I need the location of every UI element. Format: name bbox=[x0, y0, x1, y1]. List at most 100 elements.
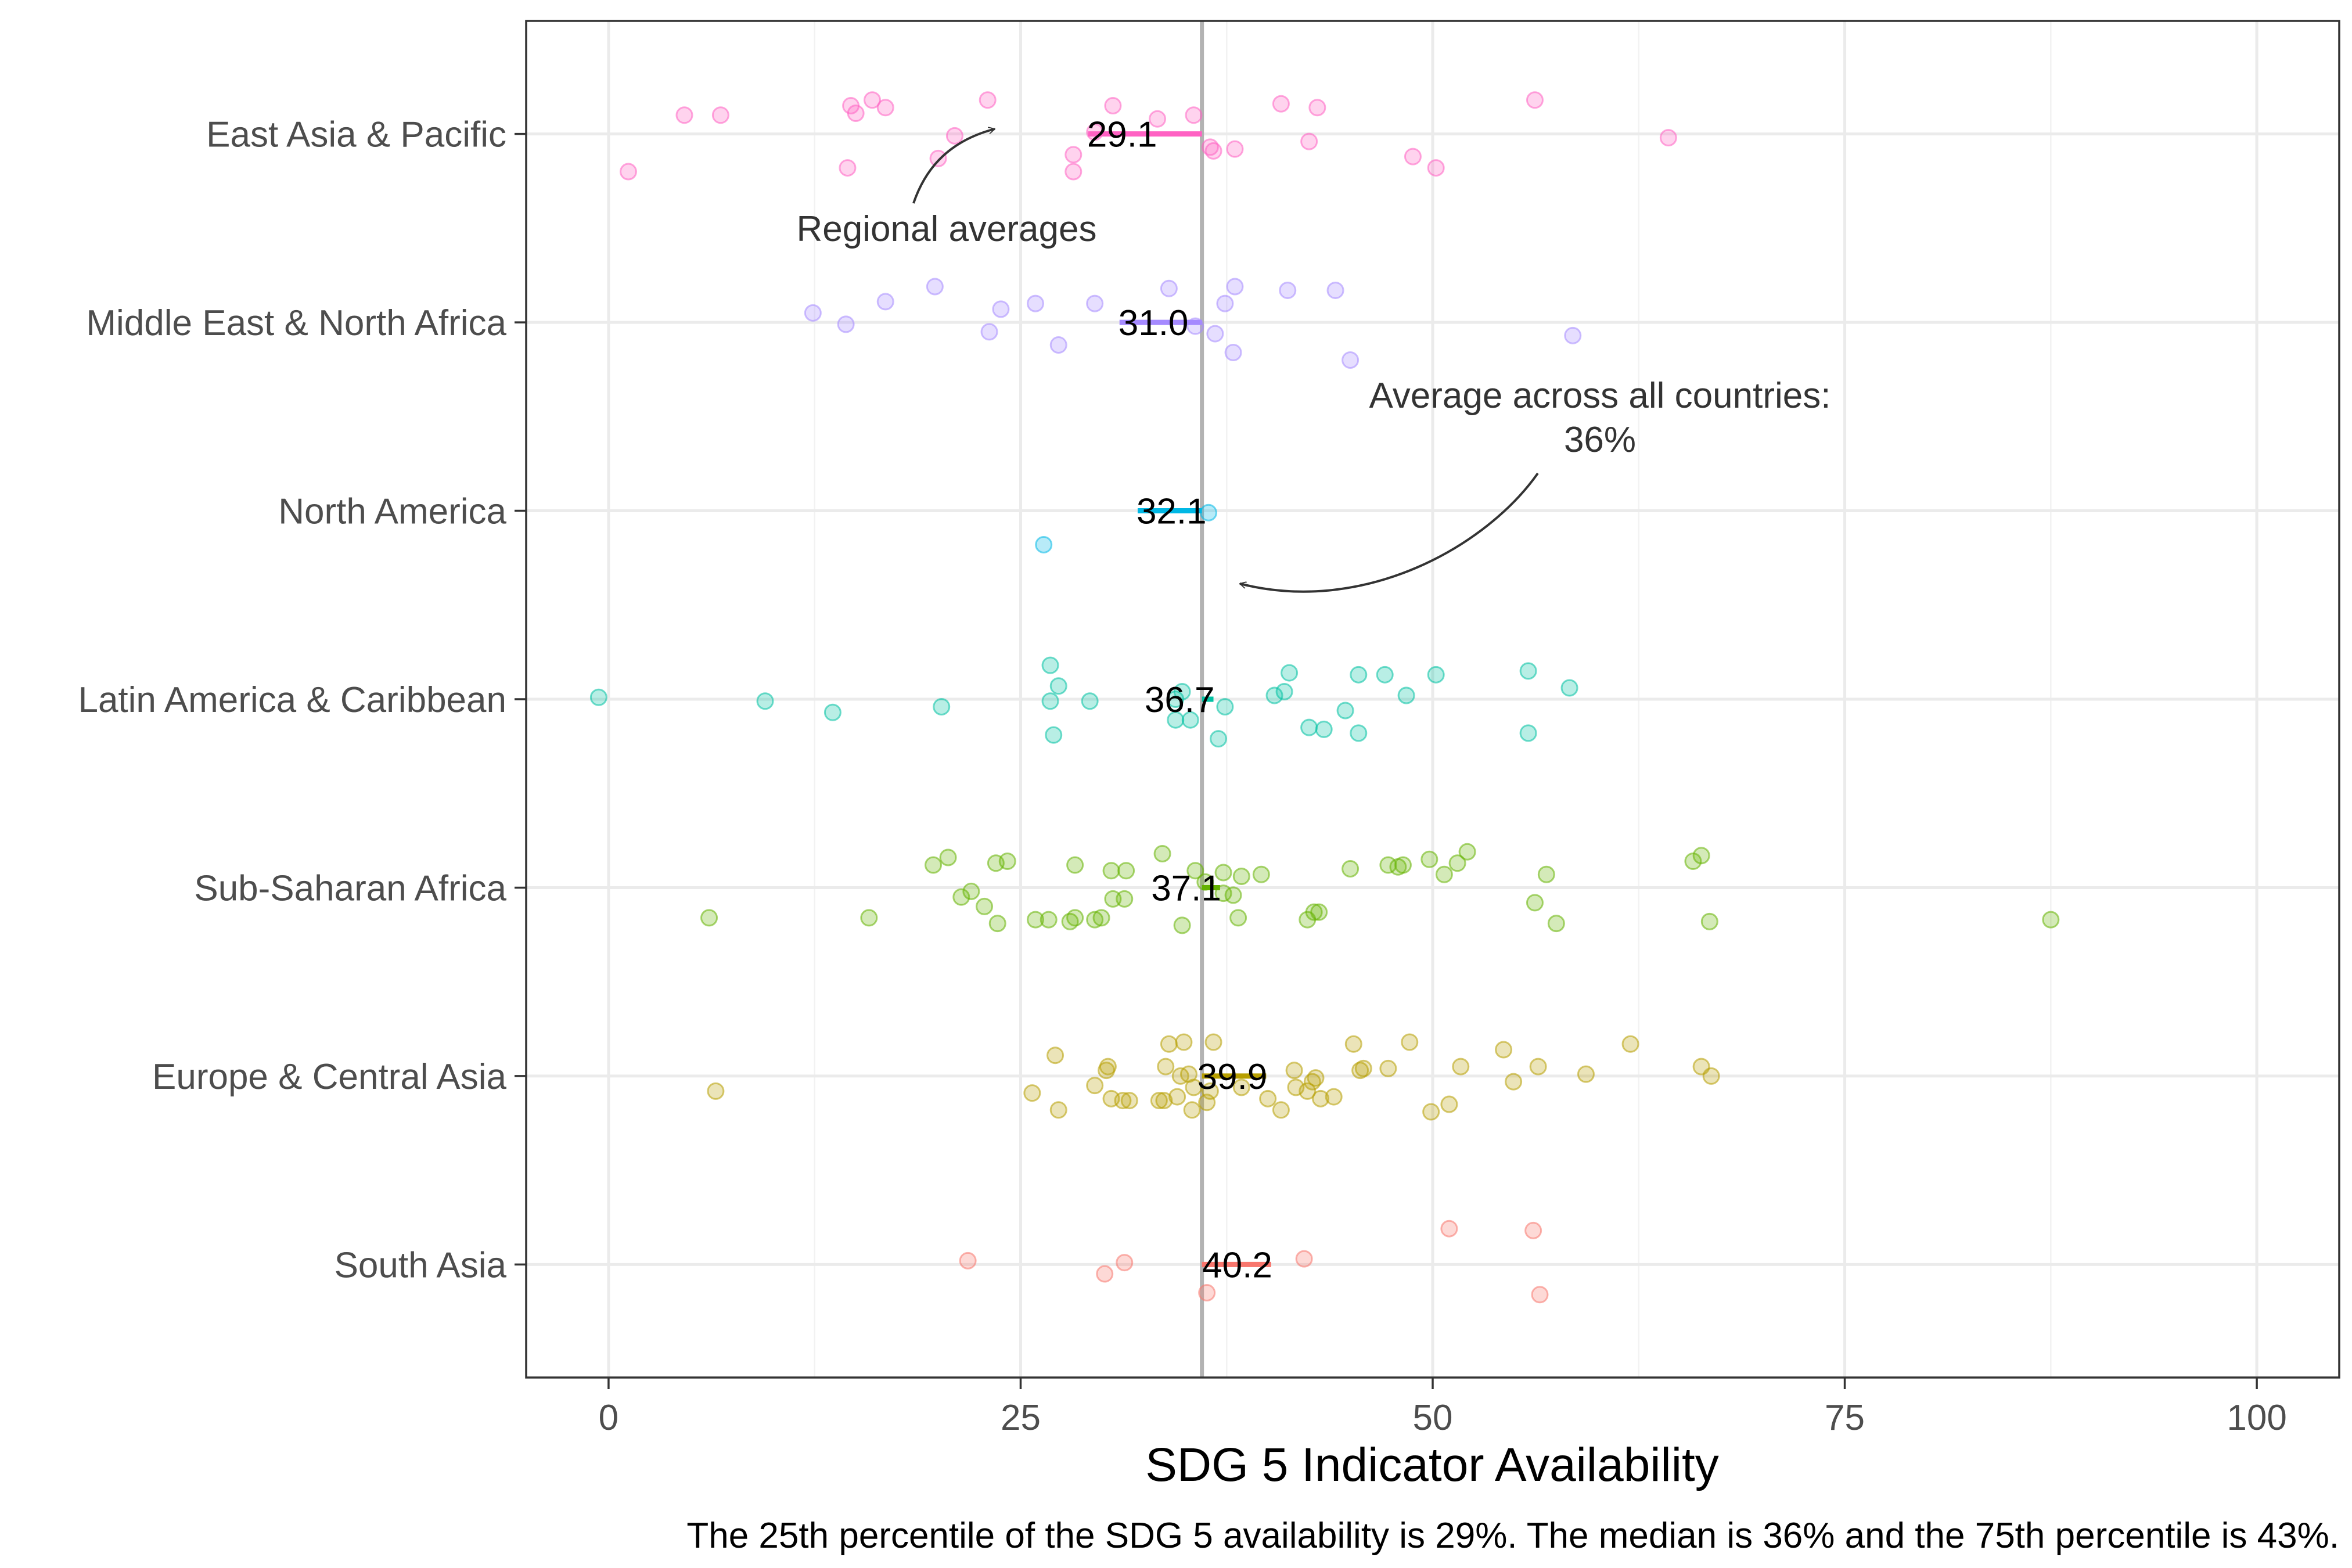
data-point bbox=[1173, 683, 1191, 701]
data-point bbox=[1216, 294, 1234, 312]
data-point bbox=[926, 278, 944, 296]
data-point bbox=[1420, 850, 1438, 868]
data-point bbox=[1279, 281, 1297, 299]
data-point bbox=[1086, 123, 1104, 141]
data-point bbox=[839, 159, 857, 177]
data-point bbox=[1495, 1041, 1513, 1059]
average-label: 39.9 bbox=[1197, 1057, 1268, 1097]
x-axis-tick-label: 50 bbox=[1413, 1398, 1453, 1438]
data-point bbox=[1448, 854, 1466, 872]
data-point bbox=[876, 293, 894, 311]
data-point bbox=[860, 909, 878, 927]
data-point bbox=[1350, 724, 1368, 742]
data-point bbox=[1336, 702, 1354, 720]
data-point bbox=[1659, 129, 1677, 147]
data-point bbox=[1422, 1103, 1440, 1121]
data-point bbox=[1186, 317, 1204, 335]
data-point bbox=[1342, 351, 1360, 369]
chart-caption: The 25th percentile of the SDG 5 availab… bbox=[686, 1516, 2339, 1556]
data-point bbox=[1702, 1067, 1720, 1085]
data-point bbox=[1564, 326, 1582, 344]
data-point bbox=[925, 856, 943, 874]
data-point bbox=[1300, 718, 1318, 736]
average-label: 32.1 bbox=[1137, 492, 1207, 532]
data-point bbox=[1285, 1062, 1303, 1080]
regional-averages-arrow bbox=[912, 129, 995, 204]
data-point bbox=[1157, 1058, 1175, 1076]
data-point bbox=[1435, 865, 1453, 883]
data-point bbox=[1204, 1033, 1222, 1051]
average-label: 37.1 bbox=[1151, 868, 1221, 908]
data-point bbox=[1066, 909, 1084, 927]
data-point bbox=[1104, 97, 1122, 114]
data-point bbox=[1577, 1065, 1595, 1083]
data-point bbox=[979, 91, 997, 109]
x-axis-tick-label: 75 bbox=[1825, 1398, 1865, 1438]
data-point bbox=[1049, 677, 1067, 695]
data-point bbox=[1116, 890, 1134, 908]
data-point bbox=[837, 315, 855, 333]
data-point bbox=[1198, 1284, 1216, 1301]
data-point bbox=[1505, 1073, 1523, 1091]
data-point bbox=[1526, 91, 1544, 109]
data-point bbox=[1307, 1069, 1325, 1087]
data-point bbox=[804, 304, 822, 322]
data-point bbox=[1452, 1058, 1470, 1076]
average-label: 31.0 bbox=[1119, 303, 1189, 343]
data-point bbox=[1117, 862, 1135, 880]
data-point bbox=[1325, 1088, 1343, 1106]
data-point bbox=[700, 909, 718, 927]
data-point bbox=[1344, 1035, 1362, 1053]
average-label: 29.1 bbox=[1087, 115, 1157, 155]
data-point bbox=[1265, 686, 1283, 704]
data-point bbox=[1342, 860, 1360, 877]
data-point bbox=[1046, 1046, 1064, 1064]
data-point bbox=[1196, 873, 1214, 891]
data-point bbox=[1560, 679, 1578, 697]
data-point bbox=[1064, 163, 1083, 181]
data-point bbox=[1210, 730, 1228, 748]
data-point bbox=[1160, 279, 1178, 297]
data-point bbox=[1621, 1035, 1639, 1053]
data-point bbox=[952, 888, 970, 906]
data-point bbox=[1206, 325, 1224, 343]
data-point bbox=[1086, 1077, 1104, 1095]
data-point bbox=[1524, 1221, 1542, 1239]
data-point bbox=[1066, 856, 1084, 874]
data-point bbox=[1526, 894, 1544, 912]
data-point bbox=[1120, 1092, 1138, 1110]
data-point bbox=[1440, 1220, 1458, 1238]
data-point bbox=[1179, 1065, 1197, 1083]
data-point bbox=[1201, 1082, 1219, 1100]
overall-average-annotation: Average across all countries: 36% bbox=[1240, 376, 1830, 593]
data-point bbox=[2042, 911, 2060, 929]
data-point bbox=[1102, 862, 1120, 880]
data-point bbox=[1175, 1033, 1193, 1051]
data-point bbox=[929, 149, 947, 167]
data-point bbox=[1224, 344, 1242, 362]
data-point bbox=[1096, 1265, 1114, 1283]
data-point bbox=[1041, 656, 1059, 674]
data-point bbox=[1049, 1101, 1067, 1119]
x-axis-tick-label: 25 bbox=[1001, 1398, 1041, 1438]
data-point bbox=[933, 697, 951, 715]
average-labels: 29.1 31.0 32.1 36.7 37.1 39.9 40.2 bbox=[1087, 115, 1272, 1286]
y-axis-tick-label: Latin America & Caribbean bbox=[78, 680, 506, 720]
data-point bbox=[939, 848, 957, 866]
average-label: 40.2 bbox=[1202, 1245, 1272, 1285]
data-point bbox=[1404, 148, 1422, 166]
data-point bbox=[1200, 504, 1218, 522]
data-point bbox=[1310, 903, 1328, 921]
data-point bbox=[1700, 912, 1718, 930]
data-point bbox=[1168, 1088, 1186, 1106]
data-point bbox=[1529, 1058, 1547, 1076]
data-point bbox=[707, 1082, 725, 1100]
data-point bbox=[1081, 692, 1099, 710]
data-point bbox=[1300, 132, 1318, 150]
data-point bbox=[1295, 1250, 1313, 1268]
data-point bbox=[1086, 294, 1104, 312]
data-point bbox=[1275, 683, 1293, 701]
data-point bbox=[988, 915, 1006, 933]
data-point bbox=[1519, 662, 1537, 680]
